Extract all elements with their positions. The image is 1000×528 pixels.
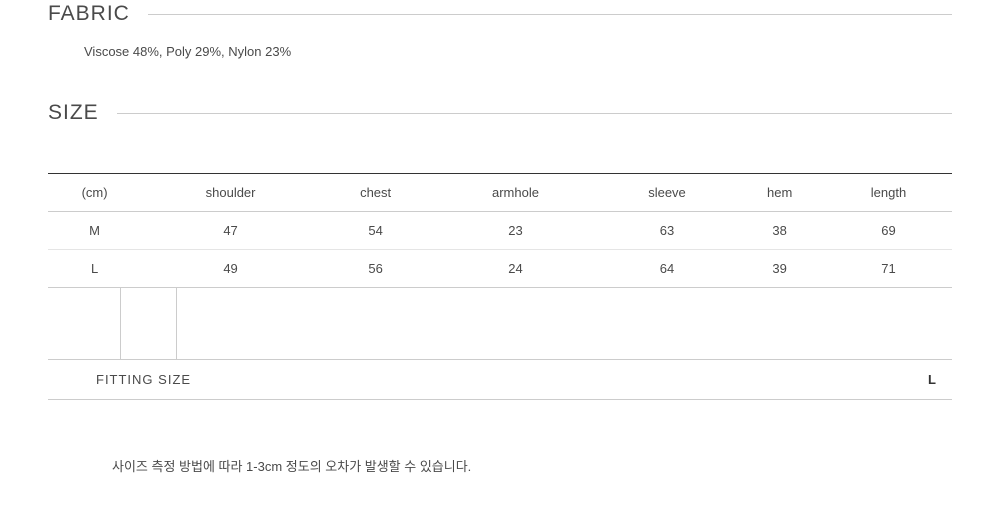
fitting-size-row: FITTING SIZE L [48,360,952,400]
col-armhole: armhole [431,174,599,212]
col-hem: hem [734,174,825,212]
cell-value: 38 [734,212,825,250]
cell-value: 23 [431,212,599,250]
vertical-divider [120,288,121,360]
col-chest: chest [320,174,431,212]
cell-value: 49 [141,250,320,288]
col-sleeve: sleeve [600,174,735,212]
spacer-row [48,288,952,360]
divider-line [148,14,952,15]
size-section: SIZE (cm) shoulder chest armhole sleeve … [48,101,952,475]
table-row: L 49 56 24 64 39 71 [48,250,952,288]
fitting-size-label: FITTING SIZE [96,372,191,387]
cell-value: 63 [600,212,735,250]
cell-value: 24 [431,250,599,288]
col-unit: (cm) [48,174,141,212]
size-footnote: 사이즈 측정 방법에 따라 1-3cm 정도의 오차가 발생할 수 있습니다. [112,456,952,475]
fabric-heading: FABRIC [48,2,130,26]
row-label: M [48,212,141,250]
size-heading: SIZE [48,101,99,125]
cell-value: 39 [734,250,825,288]
divider-line [117,113,952,114]
spacer-cell [48,288,952,360]
table-row: M 47 54 23 63 38 69 [48,212,952,250]
fabric-composition: Viscose 48%, Poly 29%, Nylon 23% [84,44,952,59]
table-header-row: (cm) shoulder chest armhole sleeve hem l… [48,174,952,212]
size-header: SIZE [48,101,952,125]
fitting-size-value: L [928,372,944,387]
size-table: (cm) shoulder chest armhole sleeve hem l… [48,173,952,288]
cell-value: 71 [825,250,952,288]
cell-value: 54 [320,212,431,250]
cell-value: 64 [600,250,735,288]
cell-value: 56 [320,250,431,288]
fabric-section: FABRIC Viscose 48%, Poly 29%, Nylon 23% [48,0,952,59]
row-label: L [48,250,141,288]
cell-value: 47 [141,212,320,250]
vertical-divider [176,288,177,360]
col-shoulder: shoulder [141,174,320,212]
col-length: length [825,174,952,212]
fabric-header: FABRIC [48,2,952,26]
cell-value: 69 [825,212,952,250]
